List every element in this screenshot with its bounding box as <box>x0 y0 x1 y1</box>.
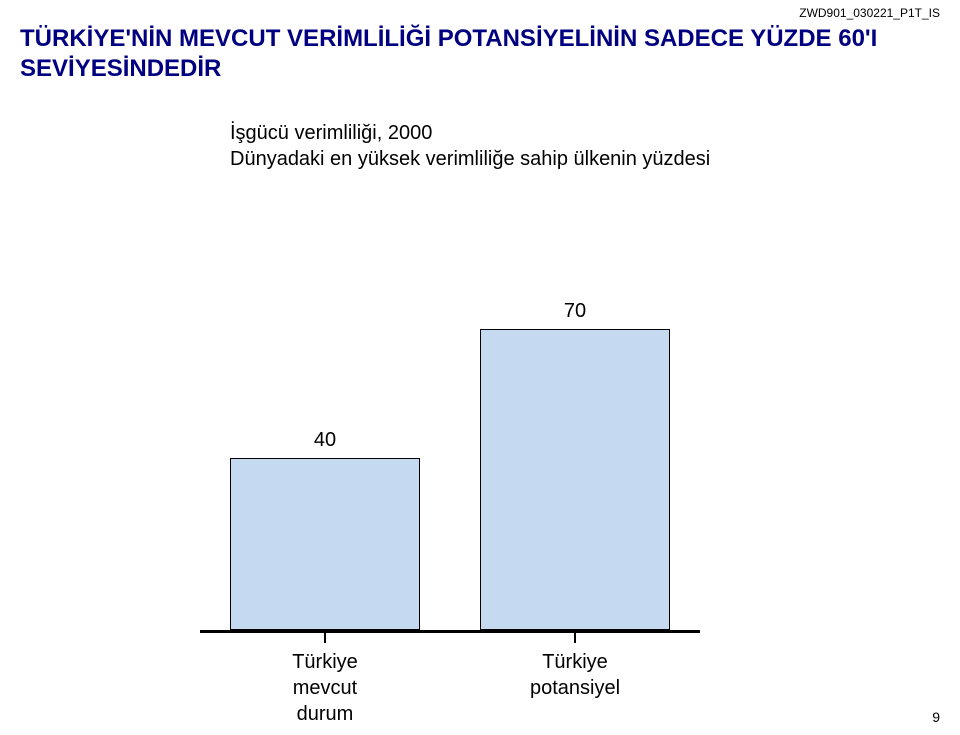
chart-subtitle: İşgücü verimliliği, 2000 Dünyadaki en yü… <box>230 120 710 172</box>
subtitle-line-1: İşgücü verimliliği, 2000 <box>230 120 710 146</box>
chart-bar <box>480 329 670 630</box>
category-label: Türkiyemevcutdurum <box>220 649 430 727</box>
header-code: ZWD901_030221_P1T_IS <box>799 6 940 20</box>
category-label-line: potansiyel <box>470 675 680 701</box>
bar-value-label: 70 <box>480 300 670 323</box>
category-label-line: Türkiye <box>470 649 680 675</box>
category-label-line: mevcut <box>220 675 430 701</box>
bar-chart: 40Türkiyemevcutdurum70Türkiyepotansiyel <box>230 200 730 630</box>
chart-bar <box>230 458 420 630</box>
bar-value-label: 40 <box>230 429 420 452</box>
axis-tick <box>574 633 576 643</box>
category-label: Türkiyepotansiyel <box>470 649 680 701</box>
category-label-line: Türkiye <box>220 649 430 675</box>
page-number: 9 <box>932 709 940 725</box>
page-title: TÜRKİYE'NİN MEVCUT VERİMLİLİĞİ POTANSİYE… <box>20 24 940 84</box>
axis-tick <box>324 633 326 643</box>
category-label-line: durum <box>220 701 430 727</box>
subtitle-line-2: Dünyadaki en yüksek verimliliğe sahip ül… <box>230 146 710 172</box>
chart-axis <box>200 630 700 633</box>
